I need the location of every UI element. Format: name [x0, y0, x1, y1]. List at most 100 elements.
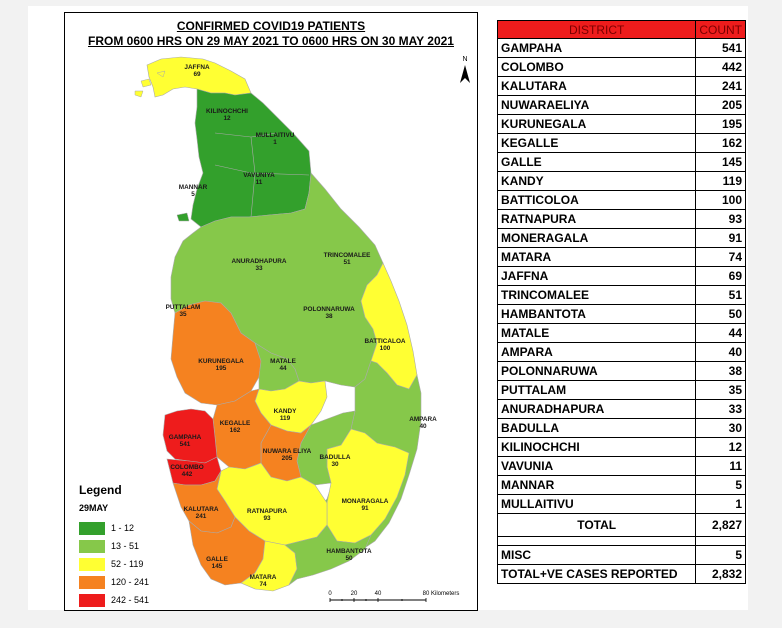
total-value: 2,827 [695, 513, 746, 537]
header-count: COUNT [695, 20, 746, 39]
label-kilinochchi: KILINOCHCHI [206, 108, 248, 115]
label-anuradhapura: ANURADHAPURA [231, 258, 286, 265]
legend-item: 242 - 541 [79, 591, 149, 609]
legend-range: 1 - 12 [111, 523, 135, 533]
row-district: NUWARAELIYA [496, 95, 697, 115]
row-count: 541 [695, 38, 746, 58]
row-district: KEGALLE [496, 133, 697, 153]
value-badulla: 30 [331, 461, 339, 468]
legend-swatch [79, 557, 105, 571]
table-row: NUWARAELIYA 205 [496, 95, 746, 115]
row-count: 38 [695, 361, 746, 381]
label-kegalle: KEGALLE [220, 420, 251, 427]
district-kurunegala [170, 300, 262, 406]
row-district: AMPARA [496, 342, 697, 362]
table-row: GALLE 145 [496, 152, 746, 172]
value-matara: 74 [259, 581, 267, 588]
legend-range: 13 - 51 [111, 541, 140, 551]
row-count: 50 [695, 304, 746, 324]
table-row: MULLAITIVU 1 [496, 494, 746, 514]
row-district: MULLAITIVU [496, 494, 697, 514]
row-count: 44 [695, 323, 746, 343]
legend-item: 52 - 119 [79, 555, 149, 573]
row-district: KILINOCHCHI [496, 437, 697, 457]
legend-swatch [79, 539, 105, 553]
row-count: 51 [695, 285, 746, 305]
label-matara: MATARA [250, 574, 277, 581]
table-row: VAVUNIA 11 [496, 456, 746, 476]
label-nuwara-eliya: NUWARA ELIYA [263, 448, 312, 455]
value-puttalam: 35 [179, 311, 187, 318]
table-row: BATTICOLOA 100 [496, 190, 746, 210]
row-count: 1 [695, 494, 746, 514]
scale-bar: 0 20 40 80 Kilometers [328, 591, 459, 602]
table-row: BADULLA 30 [496, 418, 746, 438]
value-trincomalee: 51 [343, 259, 351, 266]
total-row: TOTAL 2,827 [496, 513, 746, 537]
row-count: 33 [695, 399, 746, 419]
scale-tick-40: 40 [375, 591, 382, 597]
row-count: 12 [695, 437, 746, 457]
header-district: DISTRICT [496, 20, 697, 39]
row-district: MATARA [496, 247, 697, 267]
row-district: KANDY [496, 171, 697, 191]
value-kilinochchi: 12 [223, 115, 231, 122]
row-count: 11 [695, 456, 746, 476]
table-row: JAFFNA 69 [496, 266, 746, 286]
map-title-line2: FROM 0600 HRS ON 29 MAY 2021 TO 0600 HRS… [88, 34, 454, 48]
table-row: KEGALLE 162 [496, 133, 746, 153]
row-district: JAFFNA [496, 266, 697, 286]
value-galle: 145 [212, 563, 223, 570]
row-count: 205 [695, 95, 746, 115]
district-monaragala [326, 428, 410, 544]
row-count: 40 [695, 342, 746, 362]
value-mullaitivu: 1 [273, 139, 277, 146]
table-row: KALUTARA 241 [496, 76, 746, 96]
legend-swatch [79, 593, 105, 607]
label-jaffna: JAFFNA [184, 64, 210, 71]
table-row: AMPARA 40 [496, 342, 746, 362]
label-ratnapura: RATNAPURA [247, 508, 287, 515]
value-jaffna: 69 [193, 71, 201, 78]
spacer-row [496, 536, 746, 546]
value-kegalle: 162 [230, 427, 241, 434]
label-hambantota: HAMBANTOTA [326, 548, 372, 555]
legend-subtitle: 29MAY [79, 503, 109, 513]
value-monaragala: 91 [361, 505, 369, 512]
label-mannar: MANNAR [179, 184, 208, 191]
map-title-line1: CONFIRMED COVID19 PATIENTS [176, 19, 366, 33]
row-district: KALUTARA [496, 76, 697, 96]
row-count: 30 [695, 418, 746, 438]
row-count: 93 [695, 209, 746, 229]
table-row: POLONNARUWA 38 [496, 361, 746, 381]
value-ampara: 40 [419, 423, 427, 430]
legend-range: 52 - 119 [111, 559, 144, 569]
legend-range: 242 - 541 [111, 595, 150, 605]
table-row: HAMBANTOTA 50 [496, 304, 746, 324]
value-anuradhapura: 33 [255, 265, 263, 272]
table-row: KILINOCHCHI 12 [496, 437, 746, 457]
value-batticaloa: 100 [380, 345, 391, 352]
row-count: 74 [695, 247, 746, 267]
row-district: POLONNARUWA [496, 361, 697, 381]
legend-range: 120 - 241 [111, 577, 150, 587]
page: CONFIRMED COVID19 PATIENTS FROM 0600 HRS… [28, 6, 748, 611]
legend-title: Legend [79, 483, 122, 497]
value-gampaha: 541 [180, 441, 191, 448]
value-polonnaruwa: 38 [325, 313, 333, 320]
district-count-table: DISTRICT COUNT GAMPAHA 541 COLOMBO 442 KAL… [496, 20, 746, 584]
label-kurunegala: KURUNEGALA [198, 358, 244, 365]
value-vavuniya: 11 [256, 179, 263, 186]
misc-label: MISC [496, 545, 697, 565]
row-district: MATALE [496, 323, 697, 343]
scale-tick-80: 80 [423, 591, 430, 597]
district-labels: JAFFNA 69 KILINOCHCHI 12 MULLAITIVU 1 MA… [166, 64, 438, 588]
row-district: PUTTALAM [496, 380, 697, 400]
misc-value: 5 [695, 545, 746, 565]
table-row: MANNAR 5 [496, 475, 746, 495]
table-row: PUTTALAM 35 [496, 380, 746, 400]
value-hambantota: 50 [345, 555, 353, 562]
north-label: N [462, 56, 467, 63]
row-count: 195 [695, 114, 746, 134]
row-district: BATTICOLOA [496, 190, 697, 210]
